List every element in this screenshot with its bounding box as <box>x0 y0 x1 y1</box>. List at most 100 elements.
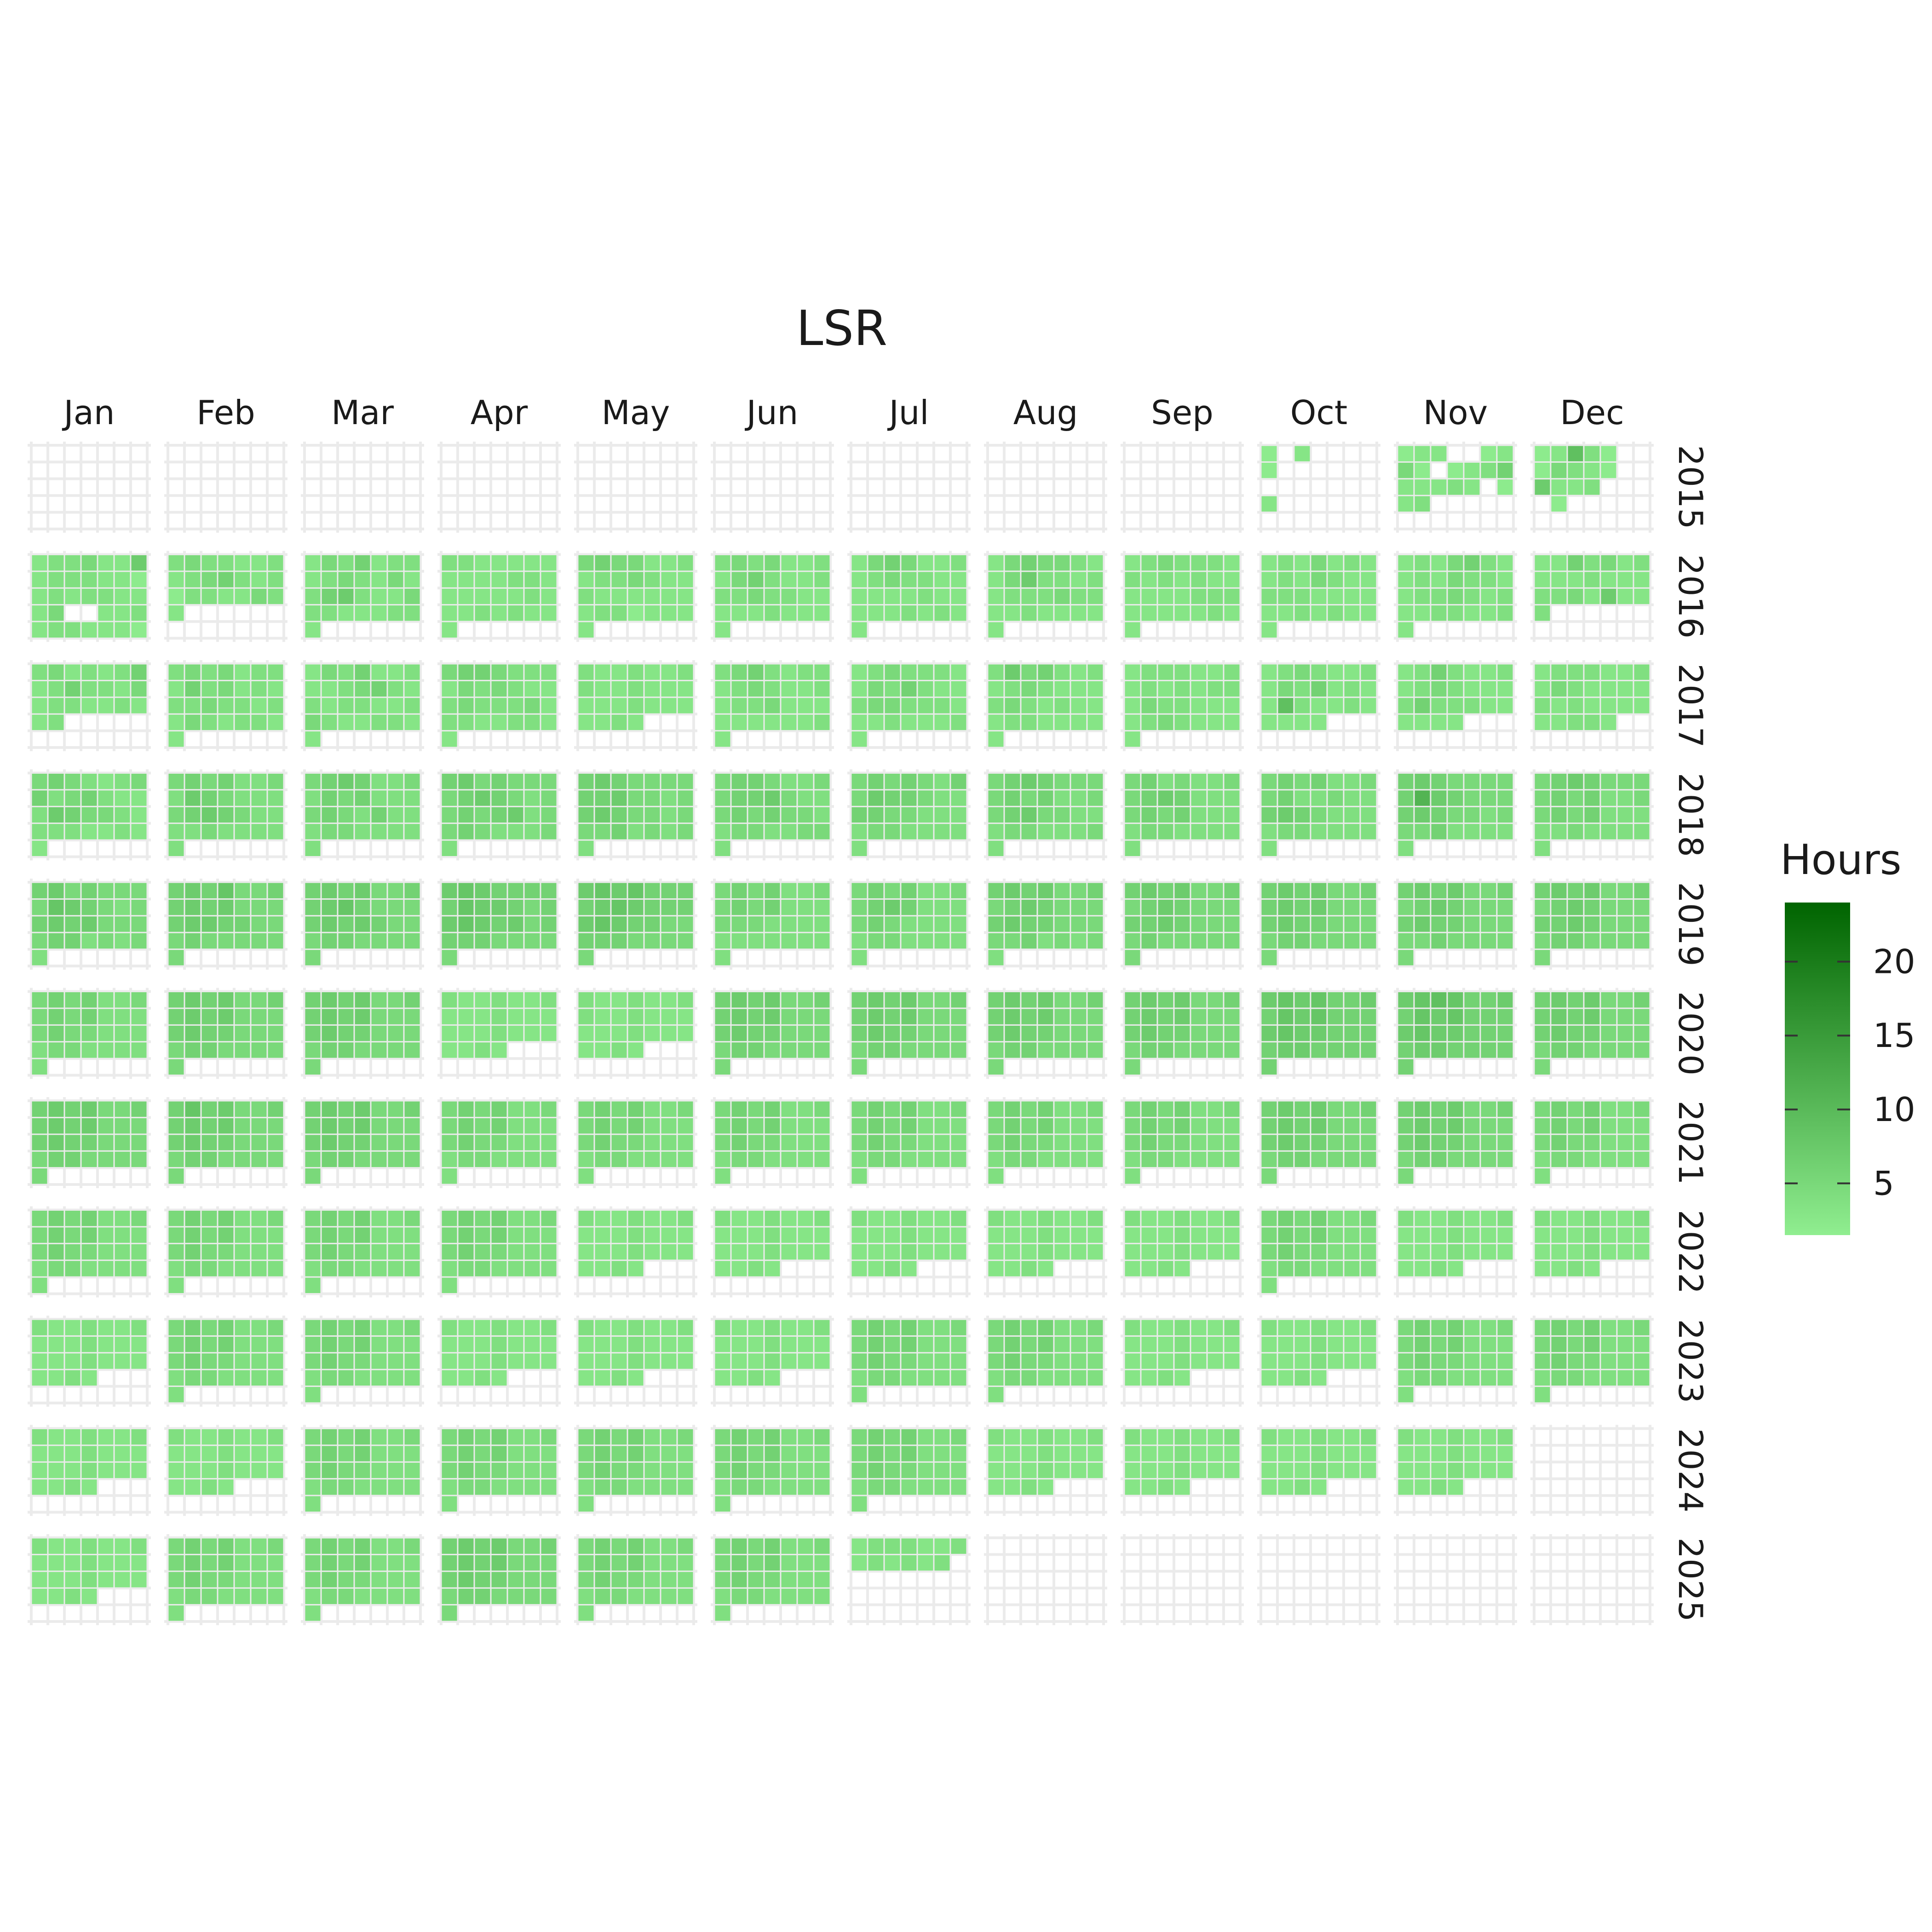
heatmap-cell <box>508 1118 523 1134</box>
heatmap-cell <box>442 1277 457 1293</box>
heatmap-cell <box>1021 714 1037 730</box>
heatmap-cell <box>1071 774 1087 789</box>
panel-oct-2022 <box>1257 1206 1380 1298</box>
heatmap-cell <box>355 1429 370 1445</box>
heatmap-cell <box>851 807 867 823</box>
heatmap-cell <box>338 916 354 932</box>
heatmap-cell <box>338 992 354 1008</box>
heatmap-cell <box>798 1336 813 1352</box>
panel-aug-2022 <box>984 1206 1107 1298</box>
heatmap-cell <box>185 1572 201 1587</box>
heatmap-cell <box>131 555 147 571</box>
heatmap-cell <box>595 1135 610 1150</box>
heatmap-cell <box>268 1555 283 1571</box>
heatmap-cell <box>781 605 797 621</box>
heatmap-cell <box>305 572 321 587</box>
heatmap-cell <box>1224 1118 1240 1134</box>
heatmap-cell <box>1344 1320 1360 1335</box>
heatmap-cell <box>1005 588 1020 604</box>
heatmap-cell <box>1448 1211 1463 1226</box>
heatmap-cell <box>1497 1135 1513 1150</box>
heatmap-cell <box>851 1387 867 1403</box>
heatmap-cell <box>218 1555 234 1571</box>
heatmap-cell <box>115 1151 130 1167</box>
panel-jan-2025 <box>28 1534 151 1625</box>
heatmap-cell <box>868 992 884 1008</box>
heatmap-cell <box>1617 1118 1633 1134</box>
heatmap-cell <box>371 1118 387 1134</box>
heatmap-cell <box>1481 588 1496 604</box>
heatmap-cell <box>851 1009 867 1024</box>
heatmap-cell <box>115 555 130 571</box>
heatmap-cell <box>1481 1135 1496 1150</box>
heatmap-cell <box>868 681 884 697</box>
heatmap-cell <box>1568 1211 1583 1226</box>
heatmap-cell <box>1568 479 1583 495</box>
heatmap-cell <box>1005 1320 1020 1335</box>
heatmap-cell <box>1414 1135 1430 1150</box>
heatmap-cell <box>1087 1370 1103 1386</box>
heatmap-cell <box>404 1462 420 1478</box>
heatmap-cell <box>1294 1211 1310 1226</box>
heatmap-cell <box>1125 950 1140 966</box>
heatmap-cell <box>1125 807 1140 823</box>
heatmap-cell <box>1261 1135 1277 1150</box>
heatmap-cell <box>918 555 933 571</box>
heatmap-cell <box>131 1101 147 1117</box>
heatmap-cell <box>508 698 523 713</box>
heatmap-cell <box>1038 1429 1053 1445</box>
heatmap-cell <box>1414 1446 1430 1461</box>
heatmap-cell <box>458 1538 474 1554</box>
heatmap-cell <box>1021 1462 1037 1478</box>
heatmap-cell <box>355 1538 370 1554</box>
heatmap-cell <box>611 1479 627 1495</box>
heatmap-cell <box>338 790 354 806</box>
heatmap-cell <box>65 774 80 789</box>
heatmap-cell <box>268 555 283 571</box>
heatmap-cell <box>338 681 354 697</box>
heatmap-cell <box>1464 1118 1480 1134</box>
heatmap-cell <box>1278 1101 1294 1117</box>
heatmap-cell <box>491 714 507 730</box>
heatmap-cell <box>1294 916 1310 932</box>
heatmap-cell <box>814 1151 830 1167</box>
heatmap-cell <box>98 1446 114 1461</box>
heatmap-cell <box>578 714 594 730</box>
heatmap-cell <box>218 899 234 915</box>
heatmap-cell <box>1448 933 1463 949</box>
heatmap-cell <box>458 664 474 680</box>
heatmap-cell <box>475 1261 490 1276</box>
heatmap-cell <box>988 1462 1004 1478</box>
heatmap-cell <box>1464 1135 1480 1150</box>
heatmap-cell <box>508 1336 523 1352</box>
heatmap-cell <box>65 1261 80 1276</box>
heatmap-cell <box>338 1353 354 1369</box>
heatmap-cell <box>32 1572 47 1587</box>
heatmap-cell <box>851 1118 867 1134</box>
heatmap-cell <box>1311 1101 1327 1117</box>
heatmap-cell <box>81 681 97 697</box>
heatmap-cell <box>851 933 867 949</box>
heatmap-cell <box>81 1538 97 1554</box>
heatmap-cell <box>611 698 627 713</box>
heatmap-cell <box>81 1336 97 1352</box>
heatmap-cell <box>798 933 813 949</box>
heatmap-cell <box>814 1025 830 1041</box>
heatmap-cell <box>781 588 797 604</box>
heatmap-cell <box>1481 1009 1496 1024</box>
heatmap-cell <box>32 950 47 966</box>
heatmap-cell <box>1311 1429 1327 1445</box>
heatmap-cell <box>81 664 97 680</box>
heatmap-cell <box>748 714 764 730</box>
heatmap-cell <box>1174 664 1190 680</box>
heatmap-cell <box>765 1370 780 1386</box>
month-label-jul: Jul <box>887 393 929 432</box>
heatmap-cell <box>1497 1370 1513 1386</box>
heatmap-cell <box>1261 714 1277 730</box>
heatmap-cell <box>371 1353 387 1369</box>
heatmap-cell <box>404 698 420 713</box>
heatmap-cell <box>885 824 900 840</box>
heatmap-cell <box>678 1336 693 1352</box>
heatmap-cell <box>1398 1462 1414 1478</box>
panel-may-2015 <box>574 442 697 533</box>
